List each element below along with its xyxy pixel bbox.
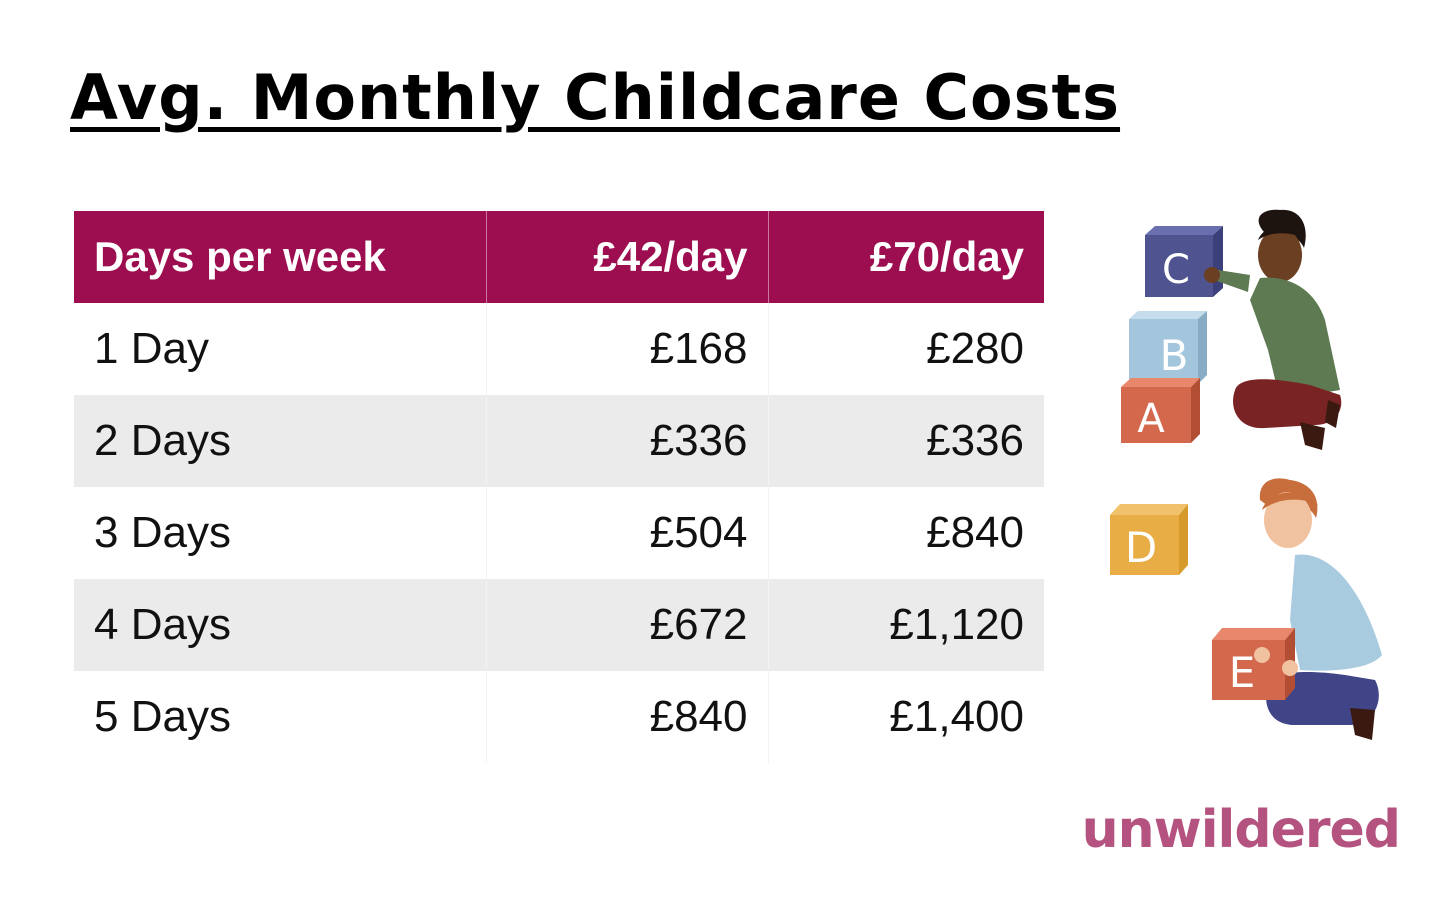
header-42-per-day: £42/day bbox=[485, 211, 768, 303]
header-70-per-day: £70/day bbox=[767, 211, 1044, 303]
table-header-row: Days per week £42/day £70/day bbox=[74, 211, 1044, 303]
header-days-per-week: Days per week bbox=[74, 211, 486, 303]
cell-days: 2 Days bbox=[74, 395, 486, 487]
table-row: 1 Day £168 £280 bbox=[74, 303, 1044, 395]
table-row: 2 Days £336 £336 bbox=[74, 395, 1044, 487]
childcare-cost-table: Days per week £42/day £70/day 1 Day £168… bbox=[74, 211, 1044, 763]
block-b: B bbox=[1129, 311, 1207, 384]
cell-cost-42: £672 bbox=[485, 579, 768, 671]
block-e: E bbox=[1212, 628, 1298, 700]
table-row: 3 Days £504 £840 bbox=[74, 487, 1044, 579]
table-row: 4 Days £672 £1,120 bbox=[74, 579, 1044, 671]
cell-cost-42: £168 bbox=[485, 303, 768, 395]
block-letter: B bbox=[1160, 331, 1189, 380]
block-letter: A bbox=[1137, 396, 1165, 442]
block-letter: C bbox=[1162, 247, 1190, 293]
boy-figure bbox=[1259, 478, 1382, 740]
cell-cost-70: £280 bbox=[767, 303, 1044, 395]
children-playing-with-blocks-illustration: C B A D bbox=[1110, 209, 1382, 740]
block-d: D bbox=[1110, 504, 1188, 575]
cell-days: 4 Days bbox=[74, 579, 486, 671]
table-row: 5 Days £840 £1,400 bbox=[74, 671, 1044, 763]
cell-cost-70: £1,400 bbox=[767, 671, 1044, 763]
cell-days: 5 Days bbox=[94, 692, 231, 741]
cell-cost-42: £504 bbox=[485, 487, 768, 579]
block-a: A bbox=[1121, 378, 1200, 443]
cell-cost-70: £1,120 bbox=[767, 579, 1044, 671]
block-c: C bbox=[1145, 226, 1223, 297]
page-title: Avg. Monthly Childcare Costs bbox=[70, 61, 1121, 134]
cell-cost-42: £336 bbox=[485, 395, 768, 487]
cell-cost-70: £840 bbox=[767, 487, 1044, 579]
brand-logo: unwildered bbox=[1081, 800, 1401, 860]
block-letter: E bbox=[1229, 648, 1256, 697]
cell-cost-70: £336 bbox=[767, 395, 1044, 487]
cell-cost-42: £840 bbox=[485, 671, 768, 763]
cell-days: 3 Days bbox=[94, 508, 231, 557]
girl-figure bbox=[1204, 209, 1342, 450]
block-letter: D bbox=[1125, 523, 1157, 572]
cell-days: 1 Day bbox=[94, 324, 209, 373]
